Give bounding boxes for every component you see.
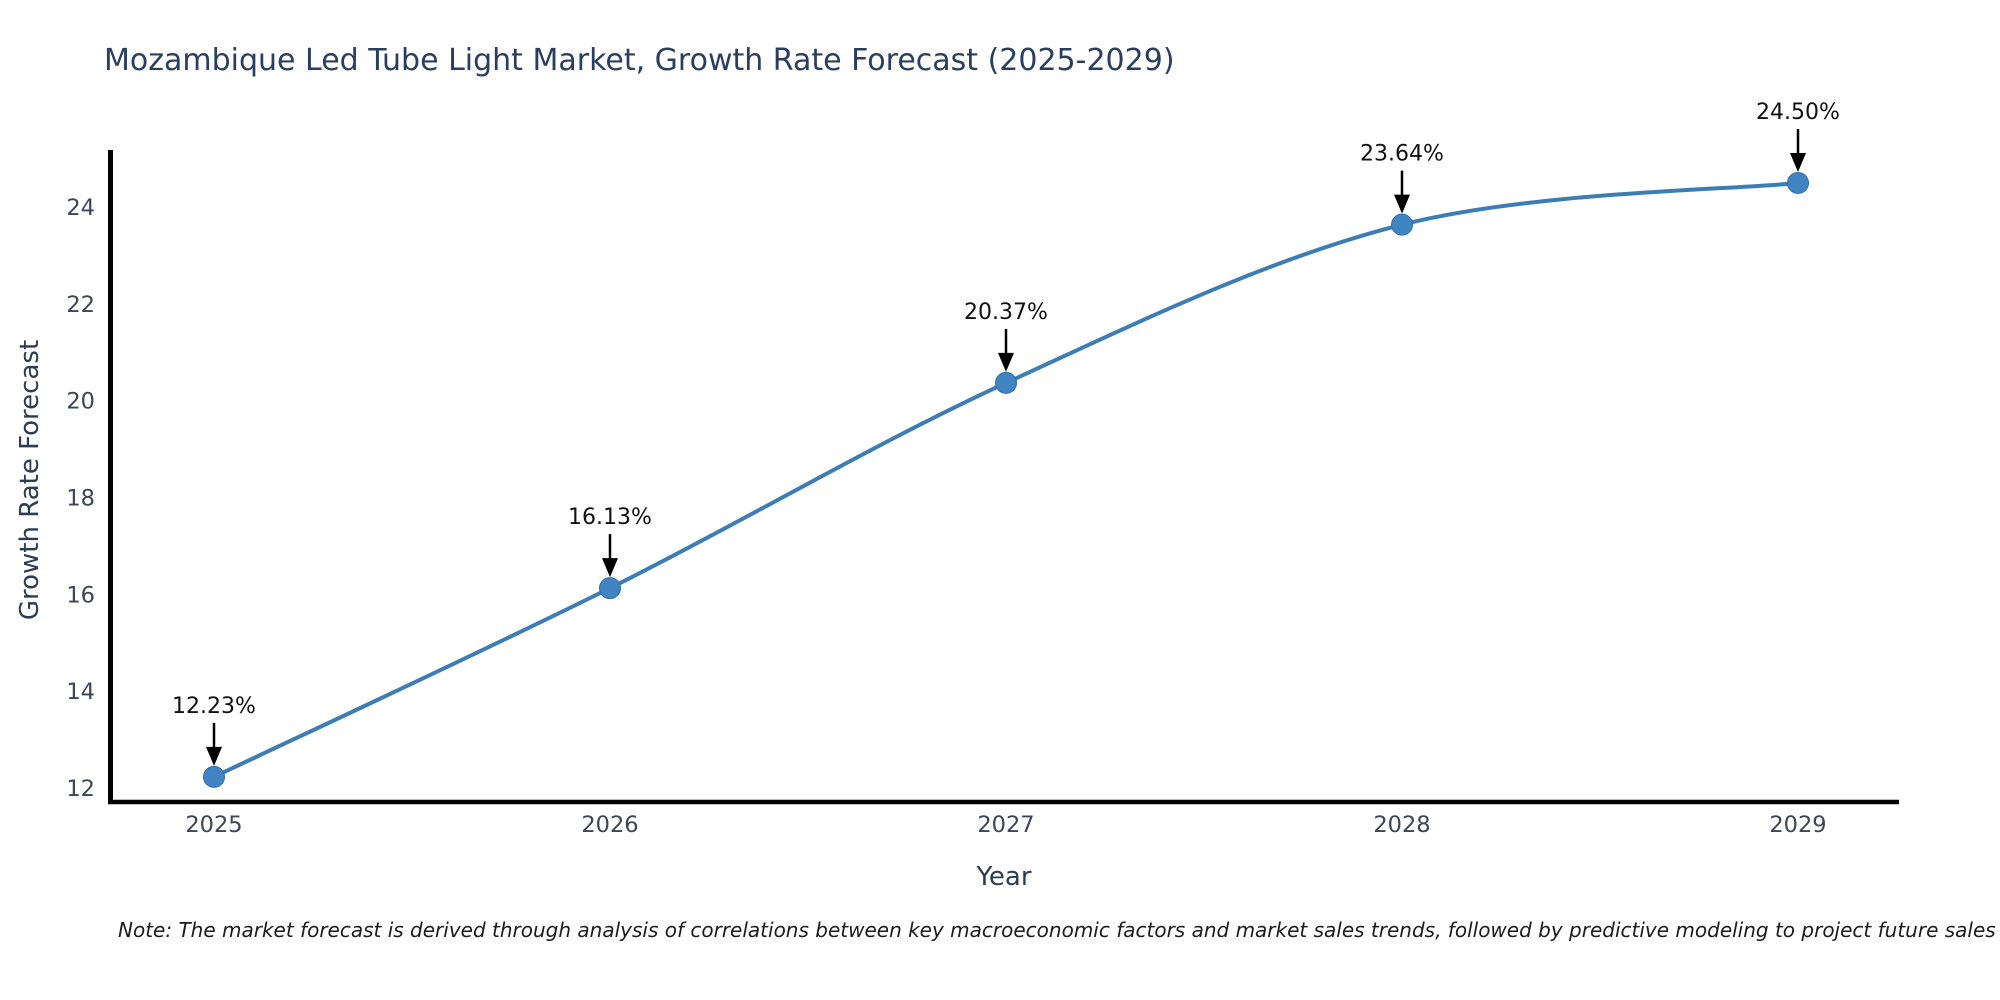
annotation-arrow-head <box>602 558 618 578</box>
annotation-arrow-head <box>998 352 1014 372</box>
axis-spines <box>108 150 1899 805</box>
forecast-line <box>212 181 1800 779</box>
y-axis-title: Growth Rate Forecast <box>15 340 45 620</box>
x-tick-label: 2028 <box>1373 812 1430 838</box>
chart-title: Mozambique Led Tube Light Market, Growth… <box>104 43 1175 78</box>
x-axis-title: Year <box>975 862 1031 892</box>
y-tick-label: 22 <box>66 292 95 318</box>
y-tick-label: 12 <box>66 776 95 802</box>
x-tick-label: 2029 <box>1769 812 1826 838</box>
y-tick-label: 16 <box>66 582 95 608</box>
x-tick-label: 2025 <box>185 812 242 838</box>
y-tick-label: 20 <box>66 389 95 415</box>
annotation-arrow-head <box>1394 194 1410 214</box>
data-point-marker <box>1391 213 1413 236</box>
point-annotations: 12.23% 16.13% 20.37% 23.64% 24.50% <box>172 100 1840 766</box>
forecast-line-series <box>203 172 1809 788</box>
annotation-arrow-head <box>1790 153 1806 172</box>
data-point-marker <box>1787 172 1809 194</box>
point-annotation-label: 24.50% <box>1756 100 1840 125</box>
y-tick-label: 14 <box>66 679 95 705</box>
x-axis-tick-labels: 2025 2026 2027 2028 2029 <box>185 812 1826 838</box>
point-annotation-label: 23.64% <box>1360 142 1444 167</box>
x-tick-label: 2027 <box>977 812 1034 838</box>
footnote: Note: The market forecast is derived thr… <box>118 918 1996 942</box>
y-axis-tick-labels: 12 14 16 18 20 22 24 <box>66 195 95 802</box>
point-annotation-label: 20.37% <box>964 300 1048 325</box>
annotation-arrow-head <box>206 746 222 766</box>
y-tick-label: 24 <box>66 195 95 221</box>
data-point-marker <box>599 577 621 600</box>
point-annotation-label: 12.23% <box>172 694 256 719</box>
point-annotation-label: 16.13% <box>568 505 652 530</box>
data-point-marker <box>995 371 1017 394</box>
data-point-marker <box>203 765 225 788</box>
y-tick-label: 18 <box>66 485 95 511</box>
x-tick-label: 2026 <box>581 812 638 838</box>
